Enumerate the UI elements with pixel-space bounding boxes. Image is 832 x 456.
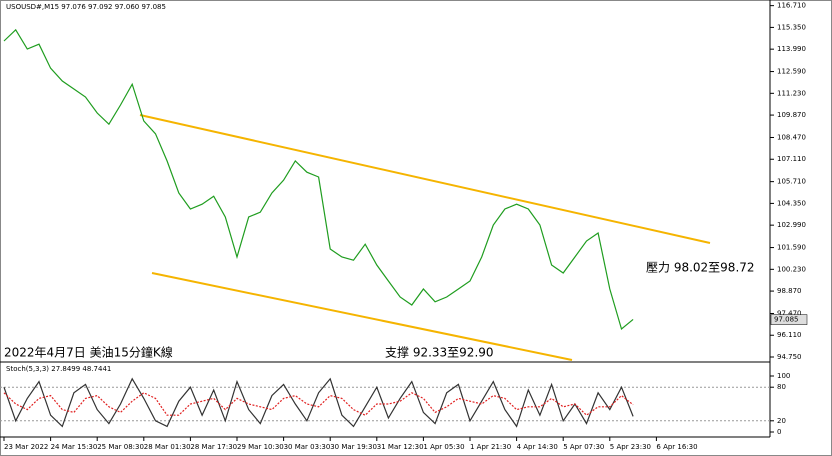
last-price-box (770, 314, 808, 325)
x-tick-label: 5 Apr 23:30 (610, 443, 651, 451)
y-tick-label: 116.710 (777, 2, 806, 10)
last-price-label: 97.085 (774, 316, 799, 324)
series-line (3, 28, 634, 331)
y-tick-label: 111.230 (777, 89, 806, 97)
x-tick-label: 25 Mar 08:30 (97, 443, 144, 451)
x-tick-label: 23 Mar 2022 (4, 443, 48, 451)
annotation: 壓力 98.02至98.72 (646, 261, 755, 275)
series-line (3, 392, 634, 416)
y-tick-label: 97.470 (777, 309, 802, 317)
y-tick-label: 108.470 (777, 133, 806, 141)
x-tick-label: 28 Mar 17:30 (190, 443, 237, 451)
y-tick-label: 113.990 (777, 45, 806, 53)
y-tick-label: 109.870 (777, 111, 806, 119)
x-tick-label: 24 Mar 15:30 (51, 443, 98, 451)
y-tick-label: 100 (777, 372, 790, 380)
y-tick-label: 100.230 (777, 265, 806, 273)
y-tick-label: 98.870 (777, 287, 802, 295)
series-line (3, 377, 634, 428)
y-tick-label: 107.110 (777, 155, 806, 163)
support-trendline (151, 272, 573, 361)
resistance-trendline (139, 114, 711, 244)
x-tick-label: 1 Apr 05:30 (423, 443, 464, 451)
x-tick-label: 30 Mar 19:30 (330, 443, 377, 451)
x-tick-label: 5 Apr 07:30 (563, 443, 604, 451)
y-tick-label: 105.710 (777, 178, 806, 186)
annotation: 2022年4月7日 美油15分鐘K線 (4, 345, 173, 360)
y-tick-label: 104.350 (777, 199, 806, 207)
x-tick-label: 31 Mar 12:30 (377, 443, 424, 451)
x-tick-label: 28 Mar 01:30 (144, 443, 191, 451)
chart-header: USOUSD#,M15 97.076 97.092 97.060 97.085 (6, 3, 166, 11)
y-tick-label: 94.750 (777, 353, 802, 361)
y-tick-label: 102.990 (777, 221, 806, 229)
y-tick-label: 80 (777, 383, 786, 391)
y-tick-label: 112.590 (777, 68, 806, 76)
x-tick-label: 6 Apr 16:30 (656, 443, 697, 451)
y-tick-label: 96.110 (777, 331, 802, 339)
indicator-header: Stoch(5,3,3) 27.8499 48.7441 (6, 365, 111, 373)
y-tick-label: 20 (777, 417, 786, 425)
annotation: 支撑 92.33至92.90 (385, 345, 494, 360)
y-tick-label: 115.350 (777, 23, 806, 31)
x-tick-label: 30 Mar 03:30 (284, 443, 331, 451)
x-tick-label: 29 Mar 10:30 (237, 443, 284, 451)
y-tick-label: 0 (777, 428, 781, 436)
y-tick-label: 101.590 (777, 244, 806, 252)
x-tick-label: 1 Apr 21:30 (470, 443, 511, 451)
x-tick-label: 4 Apr 14:30 (517, 443, 558, 451)
